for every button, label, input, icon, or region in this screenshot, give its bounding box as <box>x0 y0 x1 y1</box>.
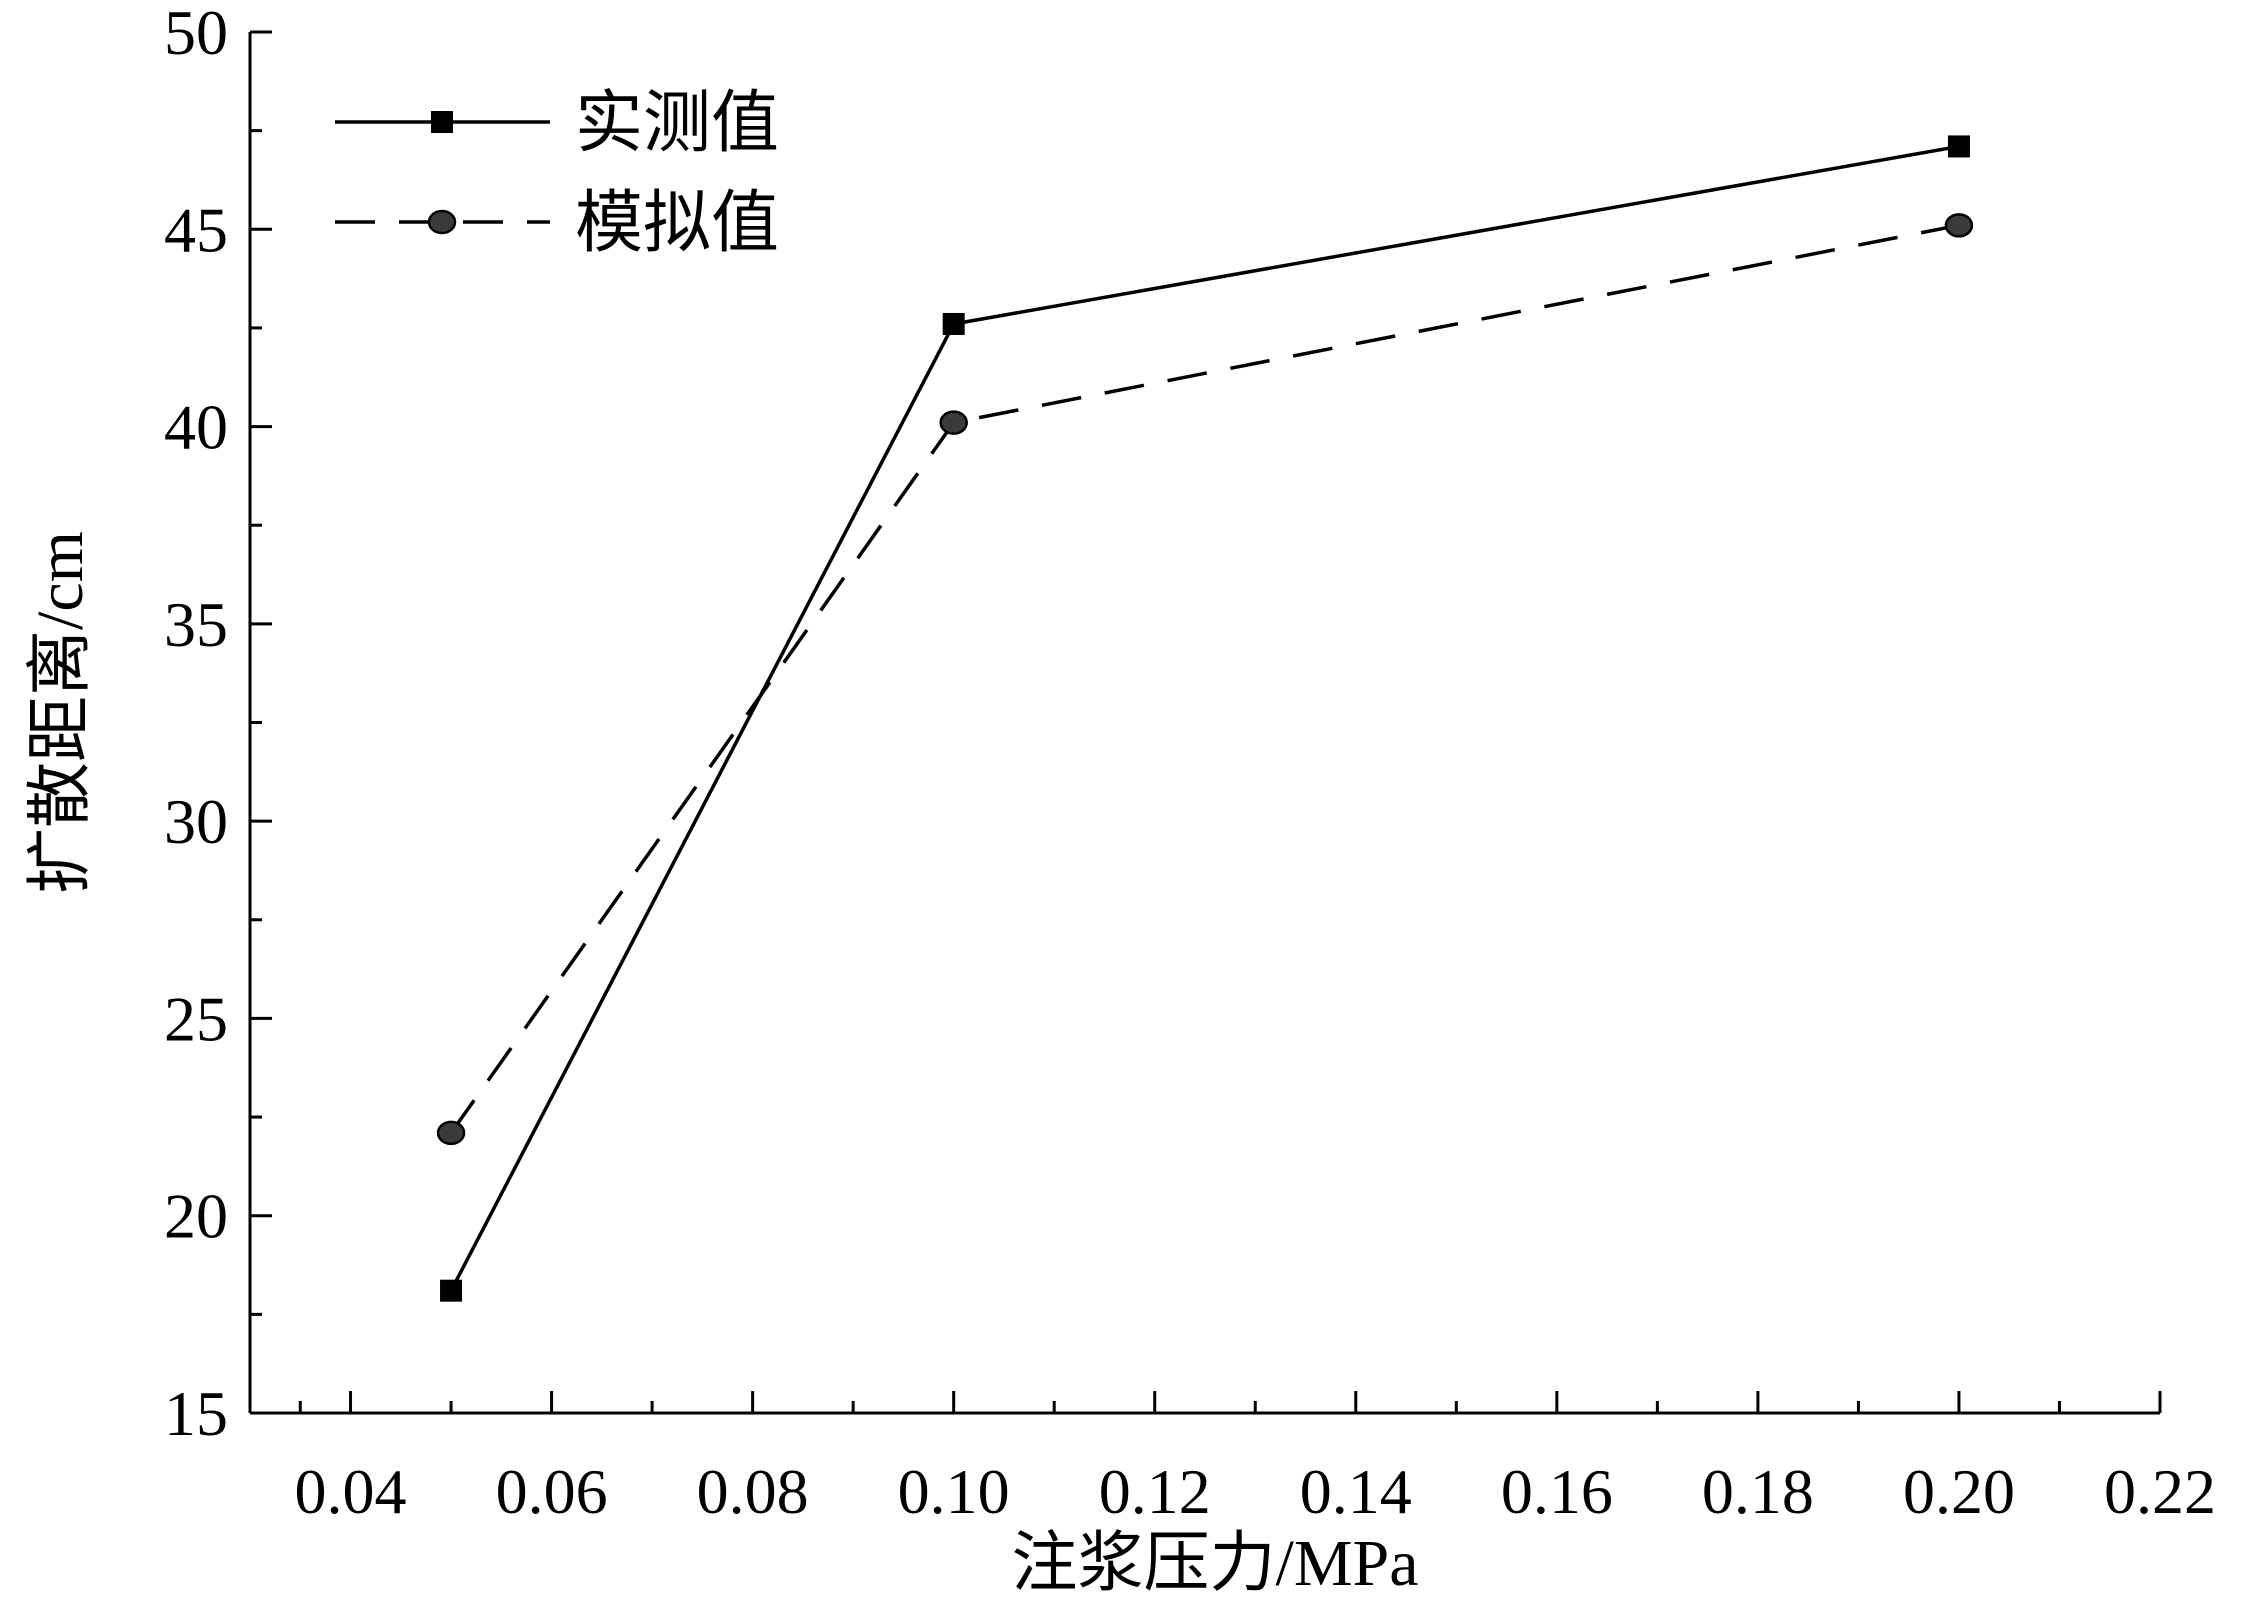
x-tick-label: 0.20 <box>1903 1456 2015 1527</box>
legend-marker-circle <box>427 209 457 235</box>
series-line-2 <box>449 223 1960 1134</box>
y-tick-label: 20 <box>164 1181 228 1252</box>
data-point-square <box>942 312 965 335</box>
y-tick-label: 15 <box>164 1378 228 1449</box>
series-line-1 <box>449 144 1960 1292</box>
x-tick-label: 0.08 <box>697 1456 809 1527</box>
legend-label-2: 模拟值 <box>575 184 779 263</box>
data-point-square <box>1947 135 1970 158</box>
series-group <box>436 135 1974 1302</box>
y-tick-label: 30 <box>164 786 228 857</box>
x-tick-label: 0.14 <box>1300 1456 1412 1527</box>
y-tick-label: 35 <box>164 589 228 660</box>
y-tick-label: 25 <box>164 983 228 1054</box>
y-axis-title: 扩散距离/cm <box>24 531 97 894</box>
x-tick-label: 0.12 <box>1099 1456 1211 1527</box>
axes <box>248 32 2160 1415</box>
data-point-square <box>440 1279 463 1302</box>
ticks: 0.04 0.06 0.08 0.10 0.12 0.14 0.16 0.18 0.20 0.22… <box>164 0 2216 1527</box>
x-axis-title: 注浆压力/MPa <box>1011 1527 1418 1597</box>
x-tick-label: 0.16 <box>1501 1456 1613 1527</box>
data-point-circle <box>939 410 968 435</box>
x-tick-label: 0.18 <box>1702 1456 1814 1527</box>
legend-marker-square <box>431 111 453 133</box>
y-tick-label: 40 <box>164 392 228 463</box>
data-point-circle <box>1944 213 1974 238</box>
x-tick-label: 0.22 <box>2104 1456 2216 1527</box>
legend-label-1: 实测值 <box>575 84 779 163</box>
x-tick-label: 0.04 <box>295 1456 407 1527</box>
x-tick-label: 0.10 <box>898 1456 1010 1527</box>
data-point-circle <box>436 1120 466 1146</box>
y-tick-label: 45 <box>164 194 228 265</box>
x-tick-label: 0.06 <box>496 1456 608 1527</box>
y-tick-label: 50 <box>164 0 228 68</box>
